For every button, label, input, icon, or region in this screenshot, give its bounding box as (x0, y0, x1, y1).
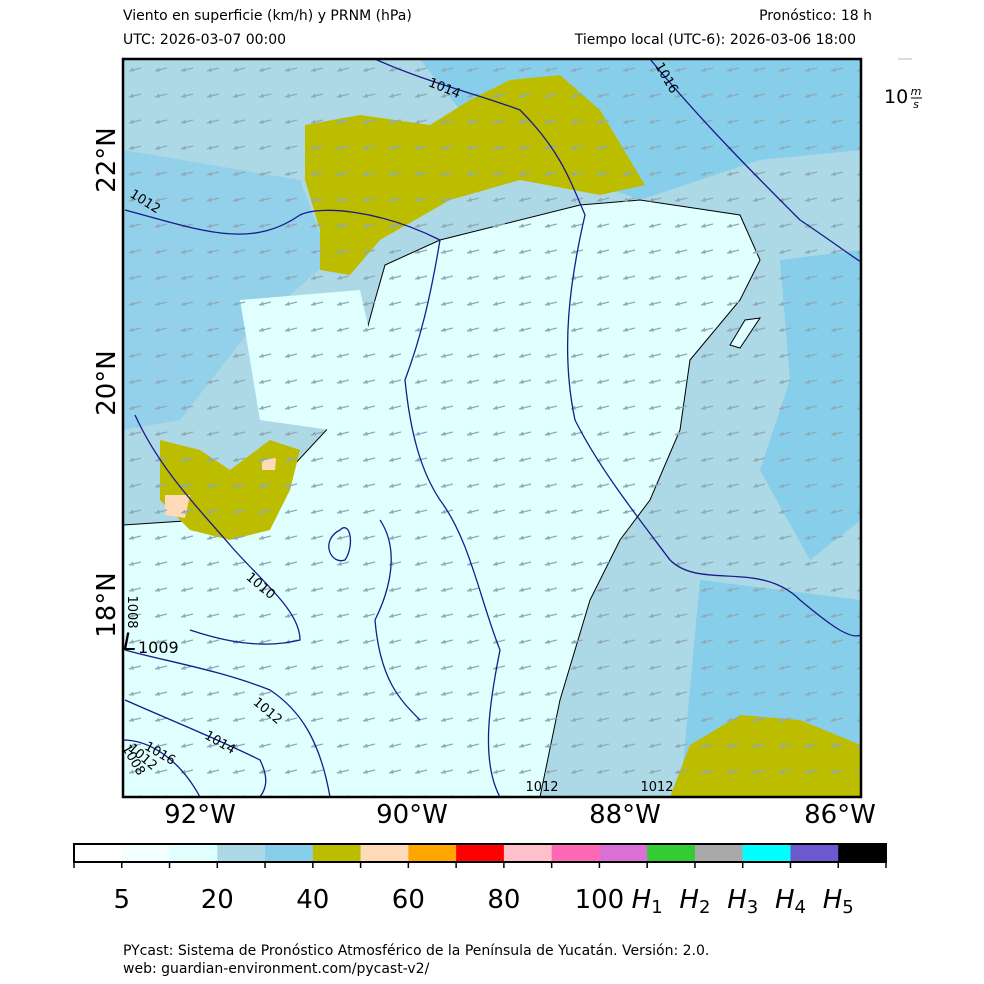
colorbar-segment (599, 844, 648, 862)
low-symbol: L (123, 628, 136, 656)
colorbar: 5 20 40 60 80 100 H1 H2 H3 H4 H5 (73, 843, 887, 918)
colorbar-segment (790, 844, 839, 862)
isobar-label: 1008 (124, 595, 139, 628)
wind-scale: 10 m s (884, 58, 922, 111)
lon-label: 90°W (376, 800, 448, 830)
isobar-label: 1012 (640, 780, 673, 795)
lat-label: 18°N (92, 572, 122, 638)
hazard-base: H (775, 885, 795, 915)
colorbar-frame (73, 843, 887, 863)
hazard-sub: 3 (747, 897, 758, 918)
low-value: 1009 (138, 638, 179, 657)
header-local: Tiempo local (UTC-6): 2026-03-06 18:00 (574, 32, 856, 48)
wind-scale-value: 10 (884, 86, 908, 108)
wind-arrows (123, 59, 861, 797)
colorbar-segment (408, 844, 457, 862)
colorbar-segment (551, 844, 600, 862)
hazard-base: H (727, 885, 747, 915)
hazard-base: H (823, 885, 843, 915)
header-utc: UTC: 2026-03-07 00:00 (123, 32, 286, 48)
colorbar-segment (360, 844, 409, 862)
isobar-label: 1012 (525, 780, 558, 795)
colorbar-hazard-label: H5 (823, 885, 854, 918)
lat-label: 22°N (92, 127, 122, 193)
hazard-sub: 5 (842, 897, 853, 918)
colorbar-segment (694, 844, 744, 862)
colorbar-segment (647, 844, 696, 862)
colorbar-segment (742, 844, 791, 862)
colorbar-hazard-label: H2 (679, 885, 710, 918)
colorbar-label: 60 (392, 885, 425, 915)
lon-label: 86°W (804, 800, 876, 830)
colorbar-label: 40 (296, 885, 329, 915)
colorbar-hazard-label: H1 (632, 885, 663, 918)
isobars (123, 59, 861, 797)
colorbar-segment (503, 844, 552, 862)
lon-label: 92°W (164, 800, 236, 830)
map-frame (121, 57, 863, 799)
hazard-base: H (632, 885, 652, 915)
colorbar-segment (265, 844, 314, 862)
map-area (123, 59, 861, 797)
colorbar-segment (456, 844, 505, 862)
colorbar-label: 80 (487, 885, 520, 915)
colorbar-segment (838, 844, 887, 862)
colorbar-label: 20 (201, 885, 234, 915)
colorbar-segment (312, 844, 361, 862)
colorbar-segment (169, 844, 218, 862)
footer-line: web: guardian-environment.com/pycast-v2/ (123, 961, 430, 977)
lat-label: 20°N (92, 350, 122, 416)
hazard-sub: 2 (699, 897, 710, 918)
colorbar-hazard-label: H4 (775, 885, 806, 918)
colorbar-segment (74, 844, 123, 862)
colorbar-segment (217, 844, 266, 862)
colorbar-segment (121, 844, 170, 862)
colorbar-label: 100 (575, 885, 625, 915)
header-forecast: Pronóstico: 18 h (759, 8, 872, 24)
colorbar-hazard-label: H3 (727, 885, 758, 918)
header-title: Viento en superficie (km/h) y PRNM (hPa) (123, 8, 412, 24)
hazard-sub: 4 (795, 897, 806, 918)
colorbar-label: 5 (113, 885, 130, 915)
footer-line: PYcast: Sistema de Pronóstico Atmosféric… (123, 943, 709, 959)
lon-label: 88°W (589, 800, 661, 830)
hazard-base: H (679, 885, 699, 915)
wind-scale-unit: s (913, 98, 919, 111)
hazard-sub: 1 (651, 897, 662, 918)
wind-scale-unit: m (911, 85, 922, 98)
